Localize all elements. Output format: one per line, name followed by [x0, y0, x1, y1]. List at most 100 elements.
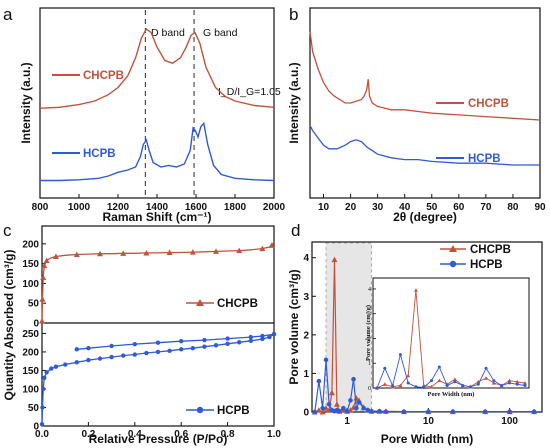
x-tick-label: 100 — [501, 416, 518, 427]
bet-hcpb-desorption-point — [248, 334, 253, 340]
inset-ticks: 0 1 2 3 4 — [368, 287, 376, 392]
bet-chcpb-point — [41, 262, 48, 269]
psd-hcpb-point — [348, 398, 353, 403]
bet-hcpb-desorption-point — [225, 336, 230, 341]
legend-hcpb-marker-c — [196, 406, 204, 414]
psd-hcpb-point — [507, 409, 512, 414]
bet-hcpb-point — [53, 364, 59, 369]
bet-chcpb-point — [120, 250, 127, 256]
inset-chcpb-point — [515, 379, 520, 384]
inset-hcpb-point — [507, 381, 511, 385]
xrd-chcpb-line — [309, 31, 541, 121]
panel-b-frame — [309, 7, 541, 199]
legend-chcpb-label: CHCPB — [83, 70, 124, 82]
legend-chcpb-marker-d — [449, 245, 457, 252]
inset-y-tick-label: 4 — [368, 287, 371, 293]
bet-hcpb-desorption-point — [155, 340, 161, 345]
bet-chcpb-point — [143, 249, 150, 256]
y-tick-label: 100 — [22, 279, 39, 290]
bet-hcpb-point — [225, 341, 230, 346]
x-tick-label: 30 — [372, 202, 384, 213]
inset-hcpb-point — [523, 384, 527, 388]
panel-c-xlabel: Relative Pressure (P/Po) — [89, 432, 228, 446]
bet-hcpb-desorption-point — [109, 343, 114, 349]
bet-chcpb-point — [236, 247, 243, 254]
y-tick-label: 150 — [22, 366, 39, 377]
inset-hcpb-point — [422, 386, 426, 390]
bet-hcpb-point — [42, 375, 47, 381]
inset-ylabel: Pore volume (cm³/g) — [365, 305, 372, 361]
inset-hcpb-point — [515, 382, 519, 386]
panel-c-ylabel: Quantity Absorbed (cm³/g) — [2, 250, 16, 401]
y-tick-label: 150 — [22, 259, 39, 270]
y-tick-label: 3 — [303, 292, 309, 303]
panel-b-letter: b — [289, 5, 298, 24]
bet-hcpb-point — [155, 349, 161, 355]
bet-hcpb-point — [179, 347, 184, 352]
x-tick-label: 90 — [534, 202, 546, 213]
y-tick-label: 200 — [22, 239, 39, 250]
panel-a: a 800 1000 1200 1400 1600 1800 2000 D band G b… — [3, 5, 286, 224]
bet-hcpb-point — [86, 357, 91, 363]
bet-hcpb-point — [237, 340, 242, 345]
bet-hcpb-point — [144, 350, 149, 356]
bet-hcpb-desorption-point — [179, 338, 184, 344]
legend-hcpb-label: HCPB — [83, 148, 116, 160]
bet-hcpb-point — [248, 338, 253, 344]
x-tick-label: 50 — [426, 202, 438, 213]
psd-hcpb-point — [369, 408, 374, 414]
y-tick-label: 4 — [303, 253, 309, 264]
psd-hcpb-point — [356, 400, 362, 405]
inset-hcpb-point — [500, 384, 504, 388]
psd-hcpb-point — [365, 407, 371, 413]
bet-hcpb-point — [44, 370, 49, 375]
bet-chcpb-point — [43, 257, 50, 263]
x-tick-label: 1200 — [107, 202, 130, 213]
psd-hcpb-point — [326, 401, 332, 407]
inset-hcpb-point — [453, 380, 457, 384]
inset-chcpb-point — [398, 383, 403, 388]
inset-y-tick-label: 0 — [368, 386, 371, 392]
inset-hcpb-point — [391, 384, 395, 388]
inset-hcpb-point — [398, 353, 402, 357]
bet-hcpb-point — [97, 356, 103, 361]
inset-hcpb-point — [406, 381, 410, 385]
inset-hcpb-point — [414, 385, 418, 389]
bet-chcpb-point — [73, 251, 80, 258]
x-tick-label: 80 — [507, 202, 519, 213]
legend-chcpb-label-c: CHCPB — [217, 298, 258, 310]
psd-hcpb-point — [531, 409, 537, 414]
panel-d-xlabel: Pore Width (nm) — [381, 432, 474, 446]
y-tick-label: 200 — [22, 347, 39, 358]
panel-d-ylabel: Pore volume (cm³/g) — [287, 269, 301, 384]
psd-hcpb-point — [316, 378, 322, 384]
bet-hcpb-desorption-point — [86, 346, 91, 351]
panel-c-ticks: 0.0 0.2 0.4 0.6 0.8 1.0 0 50 100 150 200 0 50 100 150 2… — [22, 239, 281, 440]
panel-b-xlabel: 2θ (degree) — [393, 210, 457, 224]
bet-hcpb-point — [190, 346, 195, 351]
bet-chcpb-point — [189, 249, 196, 255]
bet-chcpb-point — [40, 274, 47, 280]
inset-chcpb-point — [452, 377, 457, 381]
inset-chcpb-point — [413, 288, 418, 292]
psd-hcpb-point — [354, 405, 359, 411]
psd-hcpb-point — [426, 409, 431, 414]
raman-chcpb-line — [39, 27, 275, 109]
x-tick-label: 1 — [344, 416, 350, 427]
psd-hcpb-point — [323, 357, 329, 363]
y-tick-label: 0 — [33, 422, 39, 433]
bet-hcpb-desorption-point — [74, 347, 80, 352]
inset-hcpb-point — [445, 384, 449, 388]
bet-chcpb-point — [97, 250, 103, 257]
bet-hcpb-point — [62, 362, 68, 367]
inset-hcpb-point — [383, 366, 387, 370]
bet-hcpb-desorption-point — [271, 331, 277, 337]
psd-hcpb-point — [383, 409, 389, 414]
inset-hcpb-point — [437, 365, 441, 369]
bet-hcpb-point — [167, 348, 172, 354]
psd-hcpb-point — [351, 376, 356, 382]
legend-chcpb-label-b: CHCPB — [468, 98, 509, 110]
psd-chcpb-point — [331, 256, 338, 263]
inset-hcpb-point — [492, 379, 496, 383]
y-tick-label: 1 — [303, 369, 309, 380]
